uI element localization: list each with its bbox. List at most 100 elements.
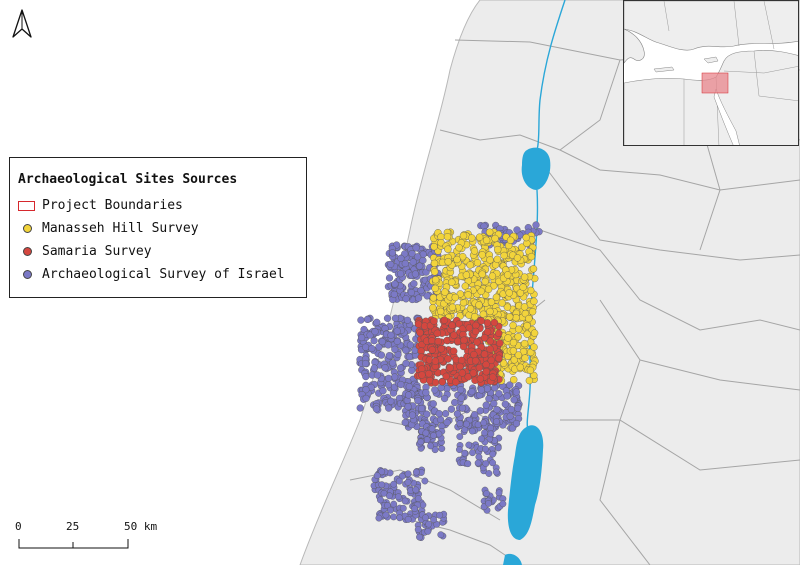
inset-land-greece — [624, 28, 645, 64]
site-point — [390, 480, 398, 488]
site-point — [388, 249, 397, 257]
site-point — [395, 477, 403, 485]
site-point — [394, 493, 402, 501]
site-point — [495, 329, 503, 337]
site-point — [412, 486, 420, 494]
site-point — [362, 394, 370, 403]
site-point — [520, 339, 529, 348]
site-point — [484, 285, 493, 293]
site-point — [513, 226, 521, 234]
site-point — [482, 368, 490, 376]
site-point — [366, 331, 374, 339]
site-point — [493, 255, 501, 263]
site-point — [506, 313, 514, 321]
site-point — [480, 419, 488, 427]
site-point — [490, 318, 499, 327]
site-point — [428, 346, 436, 354]
site-point — [471, 313, 479, 321]
site-point — [495, 489, 503, 497]
site-point — [444, 355, 452, 363]
site-point — [447, 405, 456, 413]
site-point — [488, 272, 497, 280]
site-point — [385, 374, 393, 383]
site-point — [526, 366, 535, 374]
site-point — [463, 420, 470, 428]
site-point — [523, 322, 531, 330]
site-point — [489, 459, 496, 467]
site-point — [441, 394, 449, 403]
site-point — [391, 345, 399, 353]
site-point — [458, 369, 466, 377]
site-point — [504, 271, 512, 279]
scale-tick-25: 25 — [66, 520, 80, 533]
site-point — [401, 418, 409, 427]
site-point — [470, 247, 479, 255]
site-point — [487, 356, 495, 364]
site-point — [478, 270, 486, 278]
legend-label: Project Boundaries — [42, 198, 183, 213]
site-point — [455, 243, 463, 252]
site-point — [406, 341, 415, 349]
site-point — [396, 514, 404, 522]
site-point — [358, 334, 366, 342]
site-point — [495, 354, 503, 362]
site-point — [385, 274, 394, 282]
site-point — [414, 397, 422, 405]
site-point — [469, 369, 477, 377]
site-point — [530, 343, 538, 351]
site-point — [404, 403, 412, 411]
site-point — [431, 276, 440, 284]
site-point — [376, 496, 384, 504]
site-point — [430, 317, 438, 325]
site-point — [475, 233, 484, 241]
site-point — [431, 378, 440, 387]
site-point — [403, 316, 412, 324]
site-point — [442, 372, 450, 381]
site-point — [509, 338, 518, 347]
site-point — [431, 386, 439, 394]
site-point — [387, 397, 395, 405]
site-point — [429, 304, 437, 312]
site-point — [482, 401, 490, 409]
site-point — [434, 337, 442, 346]
site-point — [405, 353, 414, 361]
site-point — [375, 514, 383, 522]
site-point — [412, 468, 420, 476]
site-point — [440, 316, 449, 324]
site-point — [391, 314, 400, 322]
site-point — [431, 268, 439, 276]
dead-sea-south — [503, 553, 522, 565]
site-point — [405, 383, 413, 391]
site-point — [411, 505, 418, 512]
site-point — [452, 378, 460, 386]
site-point — [441, 288, 449, 296]
site-point — [451, 293, 459, 302]
site-point — [498, 299, 506, 307]
site-point — [363, 315, 372, 324]
site-point — [458, 404, 467, 412]
site-point — [418, 371, 426, 379]
sea-of-galilee — [521, 147, 551, 190]
site-point — [460, 336, 468, 344]
site-point — [401, 259, 409, 268]
map-legend: Archaeological Sites Sources Project Bou… — [9, 157, 307, 298]
site-point — [527, 348, 535, 357]
inset-map-svg — [624, 1, 798, 145]
site-point — [512, 314, 520, 322]
site-point — [475, 453, 483, 461]
site-point — [389, 359, 397, 367]
site-point — [481, 277, 489, 286]
site-point — [485, 470, 493, 477]
site-point — [416, 329, 424, 337]
site-point — [430, 259, 439, 268]
site-point — [493, 406, 501, 414]
site-point — [416, 533, 423, 541]
site-point — [425, 356, 434, 364]
site-point — [492, 468, 500, 476]
site-point — [481, 429, 488, 437]
site-point — [415, 294, 423, 302]
site-point — [422, 429, 430, 437]
site-point — [362, 343, 370, 351]
legend-label: Samaria Survey — [42, 244, 152, 259]
site-point — [464, 373, 472, 381]
